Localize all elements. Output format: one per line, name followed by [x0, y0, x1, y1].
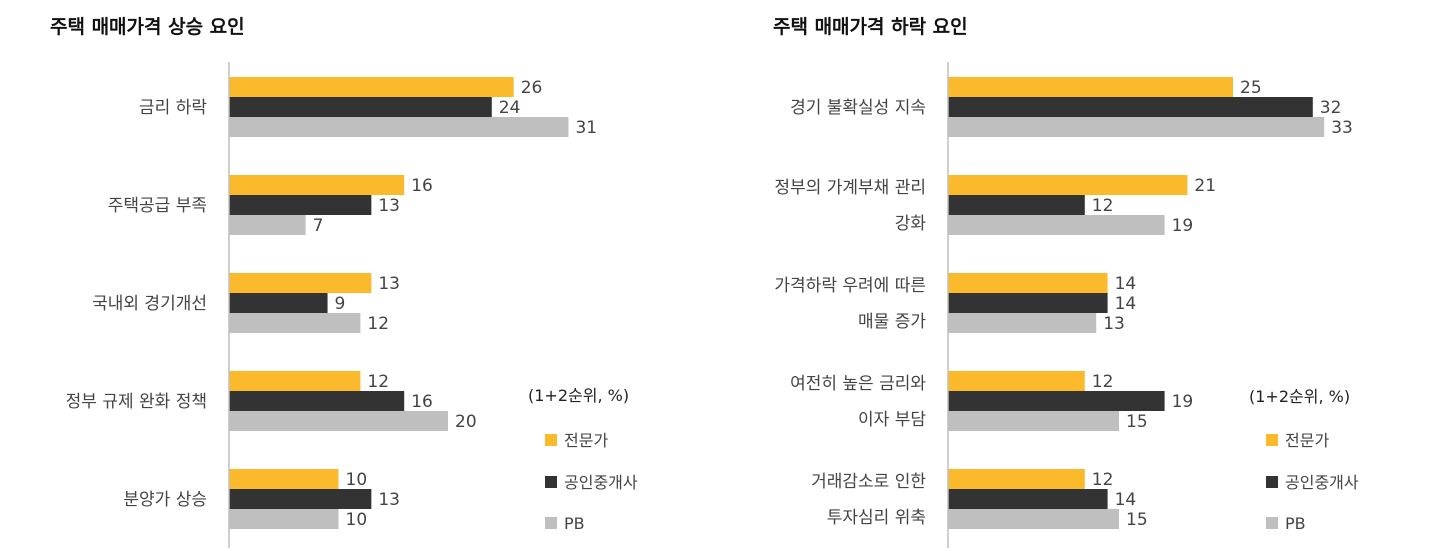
bar-pb-4 — [229, 411, 448, 431]
bar-expert-1 — [948, 77, 1233, 97]
category-label: 이자 부담 — [858, 410, 926, 430]
category-label: 정부 규제 완화 정책 — [66, 392, 207, 412]
bar-broker-3 — [948, 293, 1108, 313]
bar-pb-1 — [229, 117, 569, 137]
data-label: 12 — [1092, 470, 1114, 490]
bar-broker-1 — [229, 97, 492, 117]
data-label: 10 — [346, 470, 368, 490]
data-label: 7 — [313, 216, 324, 236]
bar-pb-4 — [948, 411, 1119, 431]
bar-expert-4 — [948, 371, 1085, 391]
bar-pb-1 — [948, 117, 1325, 137]
data-label: 9 — [335, 294, 346, 314]
data-label: 12 — [367, 314, 389, 334]
data-label: 26 — [521, 78, 543, 98]
bar-expert-5 — [948, 469, 1085, 489]
legend-swatch-expert — [545, 434, 557, 446]
bar-pb-5 — [948, 509, 1119, 529]
data-label: 13 — [378, 274, 400, 294]
legend-label-broker: 공인중개사 — [1285, 473, 1359, 492]
category-label: 분양가 상승 — [123, 490, 207, 510]
data-label: 12 — [367, 372, 389, 392]
bar-broker-4 — [229, 391, 405, 411]
bar-broker-5 — [229, 489, 372, 509]
data-label: 14 — [1115, 294, 1137, 314]
category-label: 정부의 가계부채 관리 — [774, 178, 926, 198]
legend-label-broker: 공인중개사 — [564, 473, 638, 492]
chart-1: 주택 매매가격 상승 요인 26 16 13 12 10 24 13 9 16 13 31 7 12 20 1… — [50, 16, 638, 548]
legend-label-pb: PB — [564, 514, 585, 533]
data-label: 14 — [1115, 274, 1137, 294]
data-label: 31 — [575, 118, 597, 138]
data-label: 24 — [499, 98, 521, 118]
data-label: 14 — [1115, 490, 1137, 510]
bar-broker-2 — [948, 195, 1085, 215]
category-label: 경기 불확실성 지속 — [790, 98, 926, 118]
data-label: 12 — [1092, 196, 1114, 216]
data-label: 13 — [378, 196, 400, 216]
category-label: 매물 증가 — [858, 312, 926, 332]
data-label: 33 — [1331, 118, 1353, 138]
bar-pb-5 — [229, 509, 339, 529]
bar-pb-3 — [229, 313, 361, 333]
data-label: 19 — [1172, 392, 1194, 412]
data-label: 25 — [1240, 78, 1262, 98]
chart-2: 주택 매매가격 하락 요인252114121232121419143319131… — [773, 16, 1359, 548]
bar-expert-1 — [229, 77, 514, 97]
bar-pb-2 — [229, 215, 306, 235]
data-label: 19 — [1172, 216, 1194, 236]
bar-expert-4 — [229, 371, 361, 391]
category-label: 주택공급 부족 — [108, 196, 207, 216]
bar-expert-5 — [229, 469, 339, 489]
data-label: 16 — [411, 392, 433, 412]
category-label: 거래감소로 인한 — [811, 472, 926, 492]
data-label: 15 — [1126, 412, 1148, 432]
legend-label-expert: 전문가 — [564, 431, 608, 450]
bar-expert-3 — [948, 273, 1108, 293]
bar-pb-3 — [948, 313, 1097, 333]
category-label: 금리 하락 — [139, 98, 207, 118]
data-label: 20 — [455, 412, 477, 432]
data-label: 13 — [1103, 314, 1125, 334]
data-label: 13 — [378, 490, 400, 510]
legend-swatch-broker — [545, 476, 557, 488]
legend-swatch-expert — [1266, 434, 1278, 446]
bar-expert-2 — [948, 175, 1188, 195]
bar-broker-2 — [229, 195, 372, 215]
data-label: 21 — [1194, 176, 1216, 196]
category-label: 국내외 경기개선 — [92, 294, 207, 314]
data-label: 16 — [411, 176, 433, 196]
bar-broker-5 — [948, 489, 1108, 509]
data-label: 10 — [346, 510, 368, 530]
bar-pb-2 — [948, 215, 1165, 235]
legend-swatch-pb — [545, 517, 557, 529]
legend-label-pb: PB — [1285, 514, 1306, 533]
bar-expert-2 — [229, 175, 405, 195]
category-label: 투자심리 위축 — [827, 508, 926, 528]
chart-title: 주택 매매가격 상승 요인 — [50, 16, 245, 38]
category-label: 가격하락 우려에 따른 — [774, 276, 926, 296]
bar-expert-3 — [229, 273, 372, 293]
bar-broker-4 — [948, 391, 1165, 411]
unit-note: (1+2순위, %) — [1249, 387, 1350, 406]
legend-label-expert: 전문가 — [1285, 431, 1329, 450]
data-label: 32 — [1320, 98, 1342, 118]
bar-broker-1 — [948, 97, 1313, 117]
data-label: 12 — [1092, 372, 1114, 392]
unit-note: (1+2순위, %) — [528, 386, 629, 405]
category-label: 강화 — [895, 214, 927, 234]
bar-broker-3 — [229, 293, 328, 313]
data-label: 15 — [1126, 510, 1148, 530]
legend-swatch-pb — [1266, 517, 1278, 529]
category-label: 여전히 높은 금리와 — [790, 374, 926, 394]
legend-swatch-broker — [1266, 476, 1278, 488]
chart-title: 주택 매매가격 하락 요인 — [773, 16, 968, 38]
